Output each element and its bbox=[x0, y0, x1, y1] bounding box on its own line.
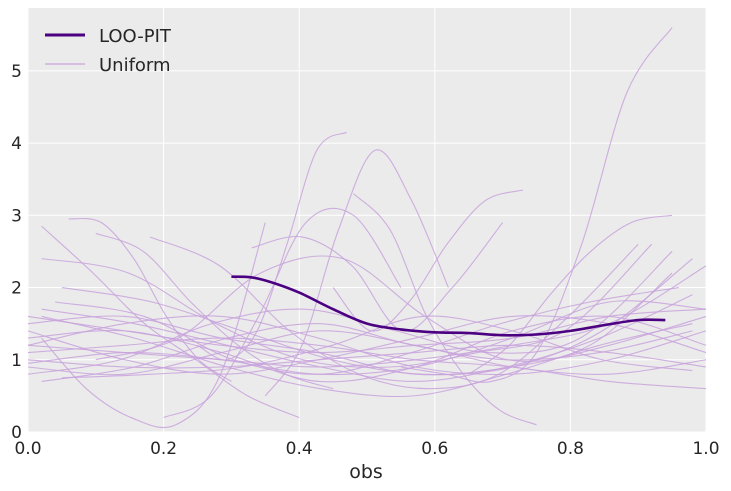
uniform-curve bbox=[163, 207, 402, 419]
x-tick-label: 1.0 bbox=[692, 439, 719, 459]
legend-label-uniform: Uniform bbox=[99, 55, 171, 76]
x-axis-label: obs bbox=[349, 461, 383, 483]
uniform-curve bbox=[149, 236, 639, 390]
x-tick-label: 0.4 bbox=[286, 439, 313, 459]
x-tick-label: 0.2 bbox=[150, 439, 177, 459]
x-tick-label: 0.8 bbox=[557, 439, 584, 459]
uniform-curves bbox=[27, 27, 707, 429]
uniform-curve bbox=[27, 315, 707, 376]
uniform-curve bbox=[41, 222, 266, 429]
uniform-curve bbox=[41, 225, 300, 419]
uniform-curve bbox=[61, 258, 693, 376]
uniform-curve bbox=[27, 315, 707, 376]
x-tick-label: 0.0 bbox=[14, 439, 41, 459]
uniform-curve bbox=[353, 193, 537, 426]
uniform-curve bbox=[27, 300, 707, 376]
legend: LOO-PIT Uniform bbox=[45, 26, 172, 76]
uniform-curve bbox=[61, 315, 693, 379]
uniform-curve bbox=[41, 315, 693, 398]
uniform-curve bbox=[27, 315, 707, 383]
legend-label-loo-pit: LOO-PIT bbox=[99, 26, 172, 47]
uniform-curve bbox=[95, 255, 673, 363]
uniform-curve bbox=[332, 189, 524, 332]
x-tick-labels: 0.0 0.2 0.4 0.6 0.8 1.0 bbox=[14, 439, 719, 459]
uniform-curve bbox=[27, 344, 707, 369]
uniform-curve bbox=[264, 149, 449, 397]
loo-pit-curve-group bbox=[231, 275, 666, 337]
uniform-curve bbox=[27, 308, 707, 354]
uniform-curve bbox=[68, 217, 232, 382]
x-tick-label: 0.6 bbox=[421, 439, 448, 459]
y-tick-label: 1 bbox=[11, 351, 22, 371]
y-tick-label: 2 bbox=[11, 279, 22, 299]
y-tick-labels: 0 1 2 3 4 5 bbox=[11, 62, 22, 443]
grid-lines bbox=[27, 8, 707, 433]
plot-background bbox=[28, 8, 706, 432]
uniform-curve bbox=[251, 222, 504, 332]
y-tick-label: 3 bbox=[11, 206, 22, 226]
y-tick-label: 0 bbox=[11, 423, 22, 443]
uniform-curve bbox=[27, 337, 707, 390]
loo-pit-curve bbox=[231, 275, 666, 337]
y-tick-label: 5 bbox=[11, 62, 22, 82]
y-tick-label: 4 bbox=[11, 134, 22, 154]
